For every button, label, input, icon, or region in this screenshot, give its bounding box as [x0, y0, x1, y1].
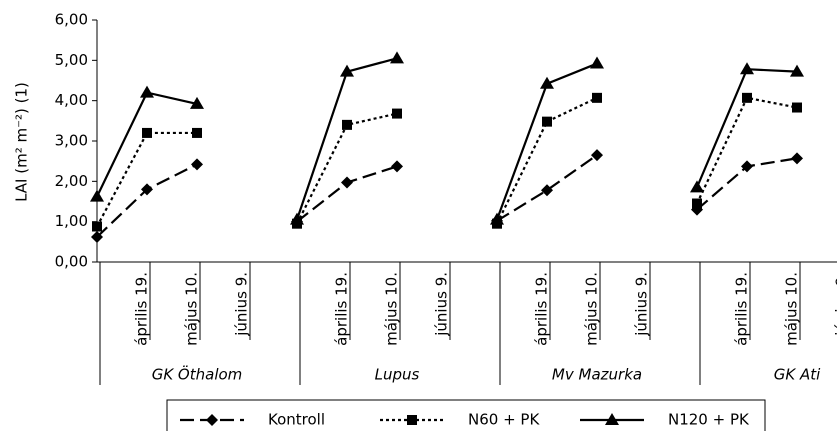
- marker: [692, 198, 702, 209]
- x-tick-label: június 9.: [633, 272, 651, 337]
- series-line: [96, 154, 798, 238]
- x-tick-label: április 19.: [533, 272, 551, 346]
- legend-label: Kontroll: [268, 411, 325, 429]
- marker: [191, 158, 203, 171]
- y-tick-label: 2,00: [55, 172, 88, 190]
- y-tick-label: 4,00: [55, 91, 88, 109]
- marker: [590, 56, 604, 69]
- group-label: GK Ati: [774, 366, 821, 384]
- marker: [792, 102, 802, 113]
- marker: [342, 119, 352, 130]
- y-tick-label: 6,00: [55, 11, 88, 29]
- series-line: [96, 57, 798, 221]
- marker: [541, 184, 553, 197]
- marker: [390, 51, 404, 64]
- marker: [742, 92, 752, 103]
- marker: [591, 149, 603, 162]
- marker: [790, 64, 804, 77]
- marker: [740, 62, 754, 75]
- marker: [791, 152, 803, 165]
- marker: [490, 212, 504, 225]
- marker: [142, 127, 152, 138]
- marker: [92, 221, 102, 232]
- x-tick-label: június 9.: [433, 272, 451, 337]
- marker: [290, 212, 304, 225]
- legend-marker: [605, 413, 619, 425]
- marker: [190, 96, 204, 109]
- x-tick-label: május 10.: [383, 272, 401, 346]
- y-tick-label: 0,00: [55, 253, 88, 271]
- y-tick-label: 1,00: [55, 212, 88, 230]
- marker: [141, 183, 153, 196]
- x-tick-label: május 10.: [183, 272, 201, 346]
- marker: [341, 176, 353, 189]
- x-tick-label: június 9.: [833, 272, 837, 337]
- marker: [540, 76, 554, 89]
- marker: [192, 127, 202, 138]
- x-tick-label: április 19.: [133, 272, 151, 346]
- legend-marker: [206, 414, 218, 426]
- legend-label: N60 + PK: [468, 411, 540, 429]
- x-tick-label: április 19.: [733, 272, 751, 346]
- y-tick-label: 3,00: [55, 132, 88, 150]
- x-tick-label: június 9.: [233, 272, 251, 337]
- group-label: Mv Mazurka: [552, 366, 642, 384]
- marker: [340, 64, 354, 77]
- marker: [90, 189, 104, 202]
- marker: [741, 160, 753, 173]
- marker: [592, 92, 602, 103]
- marker: [391, 160, 403, 173]
- x-tick-label: május 10.: [583, 272, 601, 346]
- legend-marker: [407, 415, 417, 425]
- y-axis-label: LAI (m² m⁻²) (1): [13, 82, 31, 202]
- marker: [690, 180, 704, 193]
- marker: [91, 230, 103, 243]
- group-label: Lupus: [375, 366, 420, 384]
- y-tick-label: 5,00: [55, 51, 88, 69]
- x-tick-label: április 19.: [333, 272, 351, 346]
- marker: [542, 116, 552, 127]
- legend-label: N120 + PK: [668, 411, 750, 429]
- marker: [392, 108, 402, 119]
- legend: Kontroll N60 + PK N120 + PK: [166, 399, 766, 431]
- marker: [140, 85, 154, 98]
- legend-box: [166, 399, 766, 431]
- group-label: GK Öthalom: [152, 365, 243, 384]
- x-tick-label: május 10.: [783, 272, 801, 346]
